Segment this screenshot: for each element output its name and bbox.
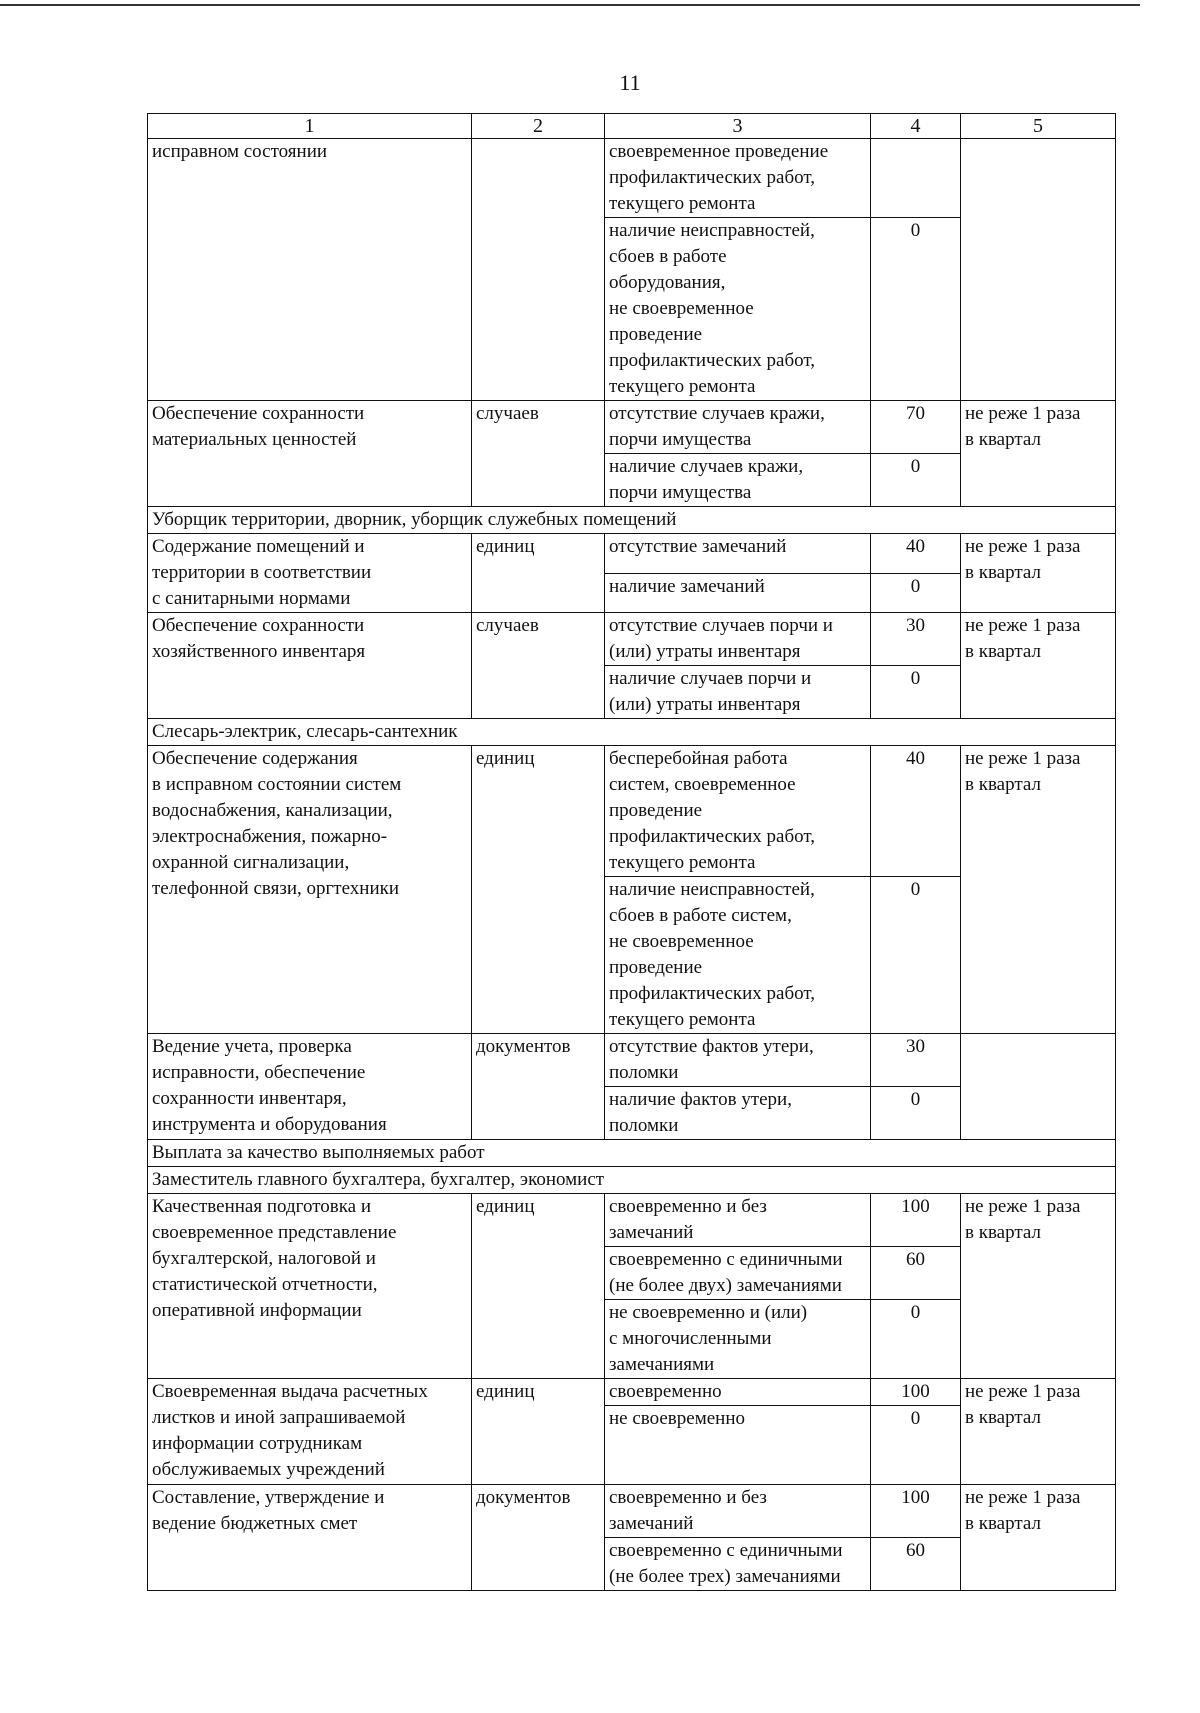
criterion-points: 100 bbox=[870, 1378, 961, 1406]
criterion-text: отсутствие случаев кражи, порчи имуществ… bbox=[604, 400, 871, 454]
section-title: Слесарь-электрик, слесарь-сантехник bbox=[147, 718, 1116, 746]
evaluation-period bbox=[960, 1033, 1116, 1140]
unit: единиц bbox=[471, 1193, 605, 1379]
table-row: исправном состоянии своевременное проведе… bbox=[147, 138, 1116, 401]
header-col-4: 4 bbox=[870, 113, 961, 139]
criterion-points: 30 bbox=[870, 612, 961, 666]
criterion-points bbox=[870, 138, 961, 218]
table-row: Качественная подготовка и своевременное … bbox=[147, 1193, 1116, 1379]
criterion-points: 60 bbox=[870, 1246, 961, 1300]
header-col-1: 1 bbox=[147, 113, 472, 139]
criterion-text: отсутствие случаев порчи и (или) утраты … bbox=[604, 612, 871, 666]
evaluation-period: не реже 1 раза в квартал bbox=[960, 1193, 1116, 1379]
table-row: не своевременно и (или) с многочисленным… bbox=[148, 1299, 1116, 1379]
criterion-points: 60 bbox=[870, 1537, 961, 1591]
criterion-points: 100 bbox=[870, 1193, 961, 1247]
criterion-points: 0 bbox=[870, 217, 961, 401]
table-row: Обеспечение сохранности хозяйственного и… bbox=[147, 612, 1116, 719]
indicator-name: Своевременная выдача расчетных листков и… bbox=[147, 1378, 472, 1485]
criterion-text: не своевременно bbox=[604, 1405, 871, 1485]
table-row: наличие неисправностей, сбоев в работе с… bbox=[148, 876, 1116, 1034]
section-row: Выплата за качество выполняемых работ bbox=[147, 1139, 1116, 1167]
unit: единиц bbox=[471, 1378, 605, 1485]
evaluation-period: не реже 1 раза в квартал bbox=[960, 1484, 1116, 1591]
section-title: Уборщик территории, дворник, уборщик слу… bbox=[147, 506, 1116, 534]
criterion-points: 0 bbox=[870, 1405, 961, 1485]
criterion-points: 100 bbox=[870, 1484, 961, 1538]
criterion-points: 0 bbox=[870, 453, 961, 507]
indicator-name: исправном состоянии bbox=[147, 138, 472, 401]
evaluation-period: не реже 1 раза в квартал bbox=[960, 745, 1116, 1034]
section-title: Выплата за качество выполняемых работ bbox=[147, 1139, 1116, 1167]
section-row: Заместитель главного бухгалтера, бухгалт… bbox=[147, 1166, 1116, 1194]
criterion-text: своевременное проведение профилактически… bbox=[604, 138, 871, 218]
page-number: 11 bbox=[619, 70, 641, 95]
criterion-points: 30 bbox=[870, 1033, 961, 1087]
unit: единиц bbox=[471, 745, 605, 1034]
indicator-name: Обеспечение сохранности материальных цен… bbox=[147, 400, 472, 507]
criterion-text: наличие случаев кражи, порчи имущества bbox=[604, 453, 871, 507]
criterion-points: 0 bbox=[870, 1299, 961, 1379]
table-row: Составление, утверждение и ведение бюдже… bbox=[147, 1484, 1116, 1591]
header-row: 1 2 3 4 5 bbox=[147, 113, 1116, 139]
unit: случаев bbox=[471, 612, 605, 719]
section-title: Заместитель главного бухгалтера, бухгалт… bbox=[147, 1166, 1116, 1194]
table-row: Своевременная выдача расчетных листков и… bbox=[147, 1378, 1116, 1485]
evaluation-period bbox=[960, 138, 1116, 401]
criterion-points: 40 bbox=[870, 533, 961, 574]
evaluation-period: не реже 1 раза в квартал bbox=[960, 533, 1116, 613]
criterion-text: своевременно с единичными (не более двух… bbox=[604, 1246, 871, 1300]
criterion-text: отсутствие фактов утери, поломки bbox=[604, 1033, 871, 1087]
indicator-name: Составление, утверждение и ведение бюдже… bbox=[147, 1484, 472, 1591]
unit: документов bbox=[471, 1033, 605, 1140]
criterion-points: 0 bbox=[870, 876, 961, 1034]
table-row: не своевременно 0 bbox=[148, 1405, 1116, 1485]
criterion-text: наличие неисправностей, сбоев в работе с… bbox=[604, 876, 871, 1034]
indicator-name: Обеспечение сохранности хозяйственного и… bbox=[147, 612, 472, 719]
indicator-name: Содержание помещений и территории в соот… bbox=[147, 533, 472, 613]
table-body: исправном состоянии своевременное проведе… bbox=[147, 138, 1116, 1591]
table-row: наличие неисправностей, сбоев в работе о… bbox=[148, 217, 1116, 401]
criterion-points: 0 bbox=[870, 572, 961, 613]
table-row: Обеспечение содержания в исправном состо… bbox=[147, 745, 1116, 1034]
indicator-name: Ведение учета, проверка исправности, обе… bbox=[147, 1033, 472, 1140]
criterion-text: своевременно и без замечаний bbox=[604, 1193, 871, 1247]
criterion-points: 0 bbox=[870, 665, 961, 719]
criterion-text: наличие замечаний bbox=[604, 572, 871, 613]
indicator-name: Качественная подготовка и своевременное … bbox=[147, 1193, 472, 1379]
section-row: Слесарь-электрик, слесарь-сантехник bbox=[147, 718, 1116, 746]
header-col-3: 3 bbox=[604, 113, 871, 139]
criterion-text: наличие фактов утери, поломки bbox=[604, 1086, 871, 1140]
criterion-text: наличие случаев порчи и (или) утраты инв… bbox=[604, 665, 871, 719]
table-row: Ведение учета, проверка исправности, обе… bbox=[147, 1033, 1116, 1140]
table-row: своевременно с единичными (не более двух… bbox=[148, 1246, 1116, 1300]
unit: единиц bbox=[471, 533, 605, 613]
criterion-text: своевременно и без замечаний bbox=[604, 1484, 871, 1538]
indicator-name: Обеспечение содержания в исправном состо… bbox=[147, 745, 472, 1034]
criterion-points: 0 bbox=[870, 1086, 961, 1140]
criterion-text: не своевременно и (или) с многочисленным… bbox=[604, 1299, 871, 1379]
unit bbox=[471, 138, 605, 401]
evaluation-period: не реже 1 раза в квартал bbox=[960, 1378, 1116, 1485]
header-col-5: 5 bbox=[960, 113, 1116, 139]
table-row: Обеспечение сохранности материальных цен… bbox=[147, 400, 1116, 507]
table-row: Содержание помещений и территории в соот… bbox=[147, 533, 1116, 613]
unit: документов bbox=[471, 1484, 605, 1591]
header-col-2: 2 bbox=[471, 113, 605, 139]
evaluation-period: не реже 1 раза в квартал bbox=[960, 400, 1116, 507]
criterion-text: бесперебойная работа систем, своевременн… bbox=[604, 745, 871, 877]
evaluation-period: не реже 1 раза в квартал bbox=[960, 612, 1116, 719]
criteria-table: 1 2 3 4 5 исправном состоянии своевременн… bbox=[147, 113, 1116, 1591]
scan-top-edge-line bbox=[0, 4, 1140, 6]
criterion-text: своевременно bbox=[604, 1378, 871, 1406]
criterion-text: своевременно с единичными (не более трех… bbox=[604, 1537, 871, 1591]
criterion-points: 40 bbox=[870, 745, 961, 877]
section-row: Уборщик территории, дворник, уборщик слу… bbox=[147, 506, 1116, 534]
criterion-points: 70 bbox=[870, 400, 961, 454]
criterion-text: наличие неисправностей, сбоев в работе о… bbox=[604, 217, 871, 401]
criterion-text: отсутствие замечаний bbox=[604, 533, 871, 574]
table-row: своевременно с единичными (не более трех… bbox=[148, 1537, 1116, 1591]
unit: случаев bbox=[471, 400, 605, 507]
